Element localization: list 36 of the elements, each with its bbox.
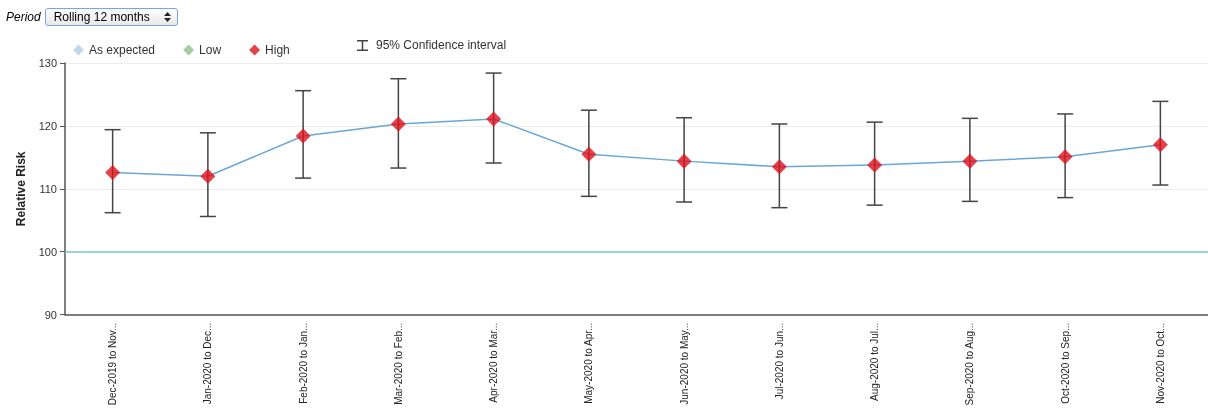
dropdown-field: Rolling 12 months (44, 8, 178, 26)
point (1057, 149, 1073, 165)
x-tick-label: Mar-2020 to Feb... (392, 322, 404, 405)
legend-label: Low (199, 43, 222, 57)
x-tick-label: Jul-2020 to Jun... (773, 322, 785, 400)
x-tick-label: Sep-2020 to Aug... (964, 322, 976, 406)
y-tick-label: 90 (44, 308, 57, 321)
x-tick-label: Apr-2020 to Mar... (488, 322, 500, 403)
y-axis-title: Relative Risk (14, 151, 28, 227)
y-tick-label: 130 (38, 57, 57, 69)
y-tick-label: 110 (39, 182, 57, 195)
point (962, 153, 978, 169)
x-tick-label: Jun-2020 to May... (678, 322, 690, 405)
x-tick-label: Oct-2020 to Sep... (1059, 322, 1071, 404)
point (295, 128, 311, 144)
x-tick-label: Aug-2020 to Jul... (869, 322, 881, 401)
text: Period (6, 10, 41, 24)
x-tick-label: Dec-2019 to Nov... (107, 322, 119, 406)
point (200, 168, 216, 184)
y-tick-label: 100 (38, 245, 57, 258)
x-tick-label: Feb-2020 to Jan... (297, 322, 309, 404)
point (1152, 137, 1168, 153)
legend-label: As expected (89, 43, 156, 57)
x-tick-label: Jan-2020 to Dec... (202, 322, 214, 405)
text: 95% Confidence interval (376, 38, 507, 52)
x-tick-label: May-2020 to Apr... (583, 322, 595, 404)
y-tick-label: 120 (38, 119, 57, 132)
point (390, 116, 406, 132)
point (581, 146, 597, 162)
legend-label: High (265, 43, 290, 57)
point (867, 157, 883, 173)
point (105, 164, 121, 180)
x-tick-label: Nov-2020 to Oct... (1154, 322, 1166, 404)
point (486, 111, 502, 127)
point (676, 153, 692, 169)
point (771, 159, 787, 175)
